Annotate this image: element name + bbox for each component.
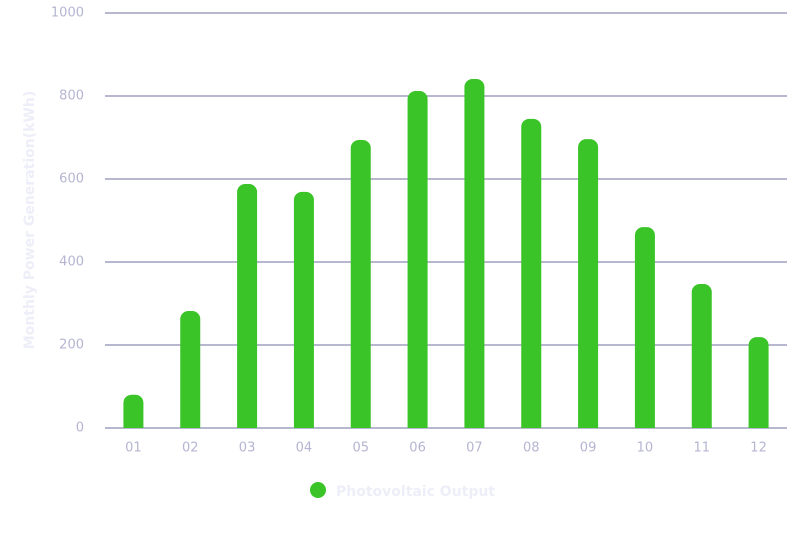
y-axis-label: Monthly Power Generation(kWh) [22, 91, 38, 349]
bar [123, 394, 144, 428]
y-tick-label: 800 [59, 89, 84, 104]
x-tick-label: 12 [750, 441, 767, 456]
bar [237, 183, 258, 428]
x-tick-label: 07 [466, 441, 483, 456]
x-tick-label: 04 [296, 441, 313, 456]
bar [464, 78, 485, 429]
x-tick-label: 05 [352, 441, 369, 456]
bar [293, 191, 314, 428]
x-tick-label: 06 [409, 441, 426, 456]
x-tick-label: 09 [580, 441, 597, 456]
legend-marker [310, 482, 326, 498]
y-tick-label: 0 [76, 421, 84, 436]
bar [748, 337, 769, 428]
x-tick-label: 03 [239, 441, 256, 456]
legend-label: Photovoltaic Output [336, 484, 495, 500]
x-tick-label: 11 [693, 441, 710, 456]
x-tick-label: 10 [637, 441, 654, 456]
x-tick-label: 01 [125, 441, 142, 456]
bar [521, 118, 542, 428]
bar [691, 283, 712, 428]
y-tick-label: 400 [59, 255, 84, 270]
bar [578, 139, 599, 428]
x-tick-label: 08 [523, 441, 540, 456]
bar [634, 227, 655, 428]
y-tick-label: 200 [59, 338, 84, 353]
bar [350, 139, 371, 429]
x-tick-label: 02 [182, 441, 199, 456]
y-tick-label: 600 [59, 172, 84, 187]
bar [407, 91, 428, 429]
bar [180, 310, 201, 428]
y-tick-label: 1000 [51, 6, 84, 21]
